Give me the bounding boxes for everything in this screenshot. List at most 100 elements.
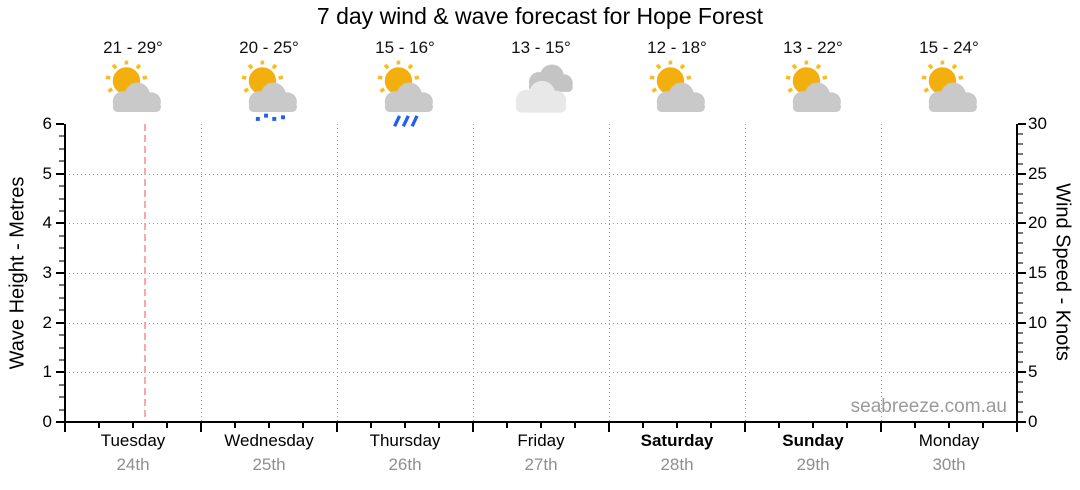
right-axis-tick	[1018, 262, 1023, 265]
bottom-axis-tick	[268, 423, 270, 428]
right-axis-line	[1016, 124, 1018, 422]
wave-height-tick-label: 5	[42, 163, 52, 183]
forecast-day-column: 15 - 16°	[337, 38, 473, 133]
v-gridline	[609, 124, 610, 422]
day-name: Tuesday	[100, 431, 166, 450]
wave-height-tick-label: 1	[42, 362, 52, 382]
day-date: 29th	[796, 455, 830, 474]
h-gridline	[65, 372, 1017, 374]
left-axis-tick	[59, 160, 64, 163]
temperature-range: 15 - 16°	[375, 38, 435, 57]
bottom-axis-tick	[812, 423, 814, 428]
bottom-axis-tick	[778, 423, 780, 428]
bottom-axis-tick	[472, 423, 474, 432]
wind-speed-tick-label: 5	[1028, 362, 1038, 382]
v-gridline	[881, 124, 882, 422]
right-axis-tick	[1018, 162, 1023, 165]
day-date: 30th	[932, 455, 966, 474]
right-axis-tick	[1018, 123, 1026, 125]
bottom-axis-tick	[744, 423, 746, 432]
left-axis-tick	[56, 172, 64, 175]
chart-title: 7 day wind & wave forecast for Hope Fore…	[316, 3, 764, 29]
wave-height-tick-label: 0	[42, 412, 52, 431]
wind-speed-tick-label: 25	[1028, 163, 1047, 183]
right-axis-tick	[1018, 232, 1023, 235]
right-axis-tick	[1018, 252, 1023, 255]
right-axis-tick	[1018, 272, 1026, 274]
left-axis-tick	[59, 197, 64, 200]
right-axis-tick	[1018, 421, 1026, 423]
front-cloud-icon-part	[515, 80, 567, 113]
v-gridline	[201, 124, 202, 422]
left-axis-tick	[59, 383, 64, 386]
right-axis-tick	[1018, 341, 1023, 344]
forecast-day-column: 21 - 29°	[65, 38, 201, 133]
left-axis-tick	[59, 234, 64, 237]
temperature-range: 12 - 18°	[647, 38, 707, 57]
left-axis-tick	[59, 396, 64, 399]
left-axis-tick	[59, 346, 64, 349]
wind-speed-tick-label: 30	[1028, 114, 1047, 133]
right-axis-tick	[1018, 331, 1023, 334]
left-axis-tick	[59, 408, 64, 411]
left-axis-tick	[56, 321, 64, 324]
wind-speed-tick-label: 15	[1028, 263, 1047, 282]
day-date: 26th	[388, 455, 422, 474]
day-date: 27th	[524, 455, 558, 474]
weather-icon	[473, 60, 609, 133]
temperature-range: 13 - 22°	[783, 38, 843, 57]
bottom-axis-tick	[302, 423, 304, 428]
right-axis-tick	[1018, 192, 1023, 195]
v-gridline	[337, 124, 338, 422]
day-axis-label: Wednesday 25th	[201, 431, 337, 475]
temperature-range: 13 - 15°	[511, 38, 571, 57]
h-gridline	[65, 173, 1017, 175]
cloud-icon-part	[656, 82, 705, 113]
right-axis-tick	[1018, 391, 1023, 394]
right-axis-tick	[1018, 401, 1023, 404]
right-axis-tick	[1018, 321, 1026, 324]
h-gridline	[65, 322, 1017, 324]
bottom-axis-tick	[982, 423, 984, 428]
right-axis-tick	[1018, 381, 1023, 384]
day-date: 28th	[660, 455, 694, 474]
left-axis-tick	[59, 209, 64, 212]
bottom-axis-tick	[404, 423, 406, 428]
right-axis-tick	[1018, 202, 1023, 205]
v-gridline	[745, 124, 746, 422]
right-axis-tick	[1018, 222, 1026, 225]
bottom-axis-tick	[880, 423, 882, 432]
temperature-range: 20 - 25°	[239, 38, 299, 57]
wind-speed-tick-label: 10	[1028, 312, 1047, 332]
left-axis-tick	[56, 272, 64, 274]
cloud-icon-part	[248, 82, 297, 113]
right-axis-title: Wind Speed - Knots	[1051, 183, 1074, 361]
day-axis-label: Thursday 26th	[337, 431, 473, 475]
day-name: Sunday	[782, 431, 844, 450]
weather-icon	[201, 60, 337, 133]
day-name: Monday	[918, 431, 980, 450]
bottom-axis-tick	[438, 423, 440, 428]
weather-icon	[65, 60, 201, 133]
weather-icon	[745, 60, 881, 133]
bottom-axis-tick	[540, 423, 542, 428]
bottom-axis-tick	[336, 423, 338, 432]
cloud-icon-part	[112, 82, 161, 113]
forecast-day-column: 13 - 15°	[473, 38, 609, 133]
bottom-axis-tick	[166, 423, 168, 428]
forecast-day-column: 12 - 18°	[609, 38, 745, 133]
wind-speed-tick-label: 0	[1028, 412, 1038, 431]
bottom-axis-tick	[132, 423, 134, 428]
right-axis-tick	[1018, 291, 1023, 294]
left-axis-tick	[59, 334, 64, 337]
cloud-icon-part	[928, 82, 977, 113]
left-axis-tick	[59, 185, 64, 188]
bottom-axis-tick	[676, 423, 678, 428]
day-axis-label: Sunday 29th	[745, 431, 881, 475]
bottom-axis-tick	[948, 423, 950, 428]
right-axis-tick	[1018, 301, 1023, 304]
right-axis-tick	[1018, 182, 1023, 185]
temperature-range: 15 - 24°	[919, 38, 979, 57]
left-axis-tick	[59, 358, 64, 361]
